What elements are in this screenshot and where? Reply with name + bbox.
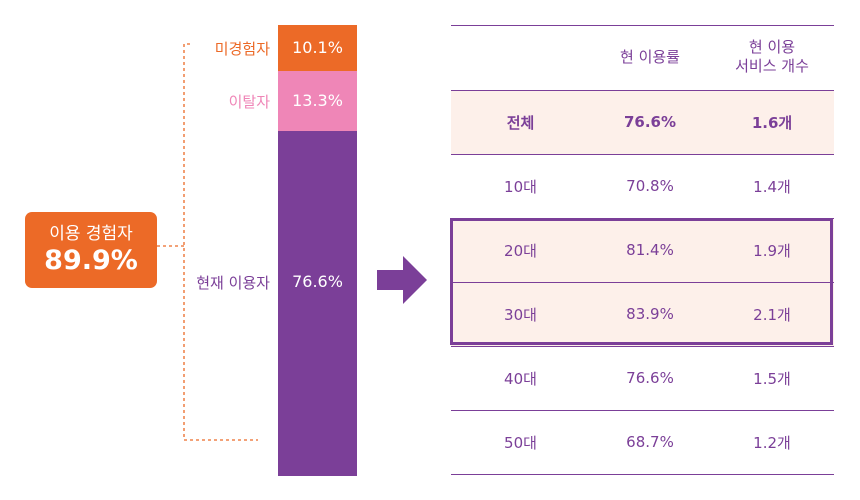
- header-service-count: 현 이용 서비스 개수: [735, 38, 809, 75]
- cell-group: 30대: [504, 305, 537, 324]
- row-divider: [451, 154, 834, 155]
- row-divider: [451, 282, 834, 283]
- experienced-users-value: 89.9%: [44, 245, 138, 276]
- segment-current-users: 76.6%: [278, 130, 357, 476]
- table-row: [451, 282, 834, 346]
- cell-group: 50대: [504, 433, 537, 452]
- table-row: [451, 154, 834, 218]
- cell-group: 10대: [504, 177, 537, 196]
- header-usage-rate: 현 이용률: [620, 48, 680, 66]
- cell-service-count: 2.1개: [753, 305, 791, 324]
- row-divider: [451, 346, 834, 347]
- segment-label-non-experienced: 미경험자: [214, 39, 270, 58]
- segment-value: 10.1%: [292, 38, 343, 58]
- table-row: [451, 90, 834, 154]
- segment-label-current-users: 현재 이용자: [196, 274, 270, 292]
- cell-usage-rate: 76.6%: [626, 369, 674, 387]
- cell-group: 전체: [506, 113, 535, 132]
- cell-service-count: 1.9개: [753, 241, 791, 260]
- experienced-users-box: 이용 경험자 89.9%: [25, 212, 157, 288]
- experienced-users-label: 이용 경험자: [49, 224, 133, 244]
- row-divider: [451, 90, 834, 91]
- cell-group: 20대: [504, 241, 537, 260]
- table-row: [451, 346, 834, 410]
- cell-usage-rate: 83.9%: [626, 305, 674, 323]
- cell-usage-rate: 70.8%: [626, 177, 674, 195]
- segment-value: 13.3%: [292, 91, 343, 111]
- segment-label-churned: 이탈자: [228, 92, 270, 111]
- row-divider: [451, 474, 834, 475]
- cell-group: 40대: [504, 369, 537, 388]
- cell-service-count: 1.2개: [753, 433, 791, 452]
- cell-service-count: 1.5개: [753, 369, 791, 388]
- table-top-rule: [451, 25, 834, 26]
- cell-usage-rate: 68.7%: [626, 433, 674, 451]
- cell-usage-rate: 81.4%: [626, 241, 674, 259]
- segment-value: 76.6%: [292, 271, 343, 291]
- table-row: [451, 218, 834, 282]
- segment-churned: 13.3%: [278, 70, 357, 131]
- row-divider: [451, 410, 834, 411]
- right-arrow-icon: [377, 256, 427, 304]
- table-row: [451, 410, 834, 474]
- cell-usage-rate: 76.6%: [623, 113, 677, 131]
- cell-service-count: 1.6개: [751, 113, 793, 132]
- cell-service-count: 1.4개: [753, 177, 791, 196]
- segment-non-experienced: 10.1%: [278, 25, 357, 71]
- highlight-box: [450, 218, 833, 345]
